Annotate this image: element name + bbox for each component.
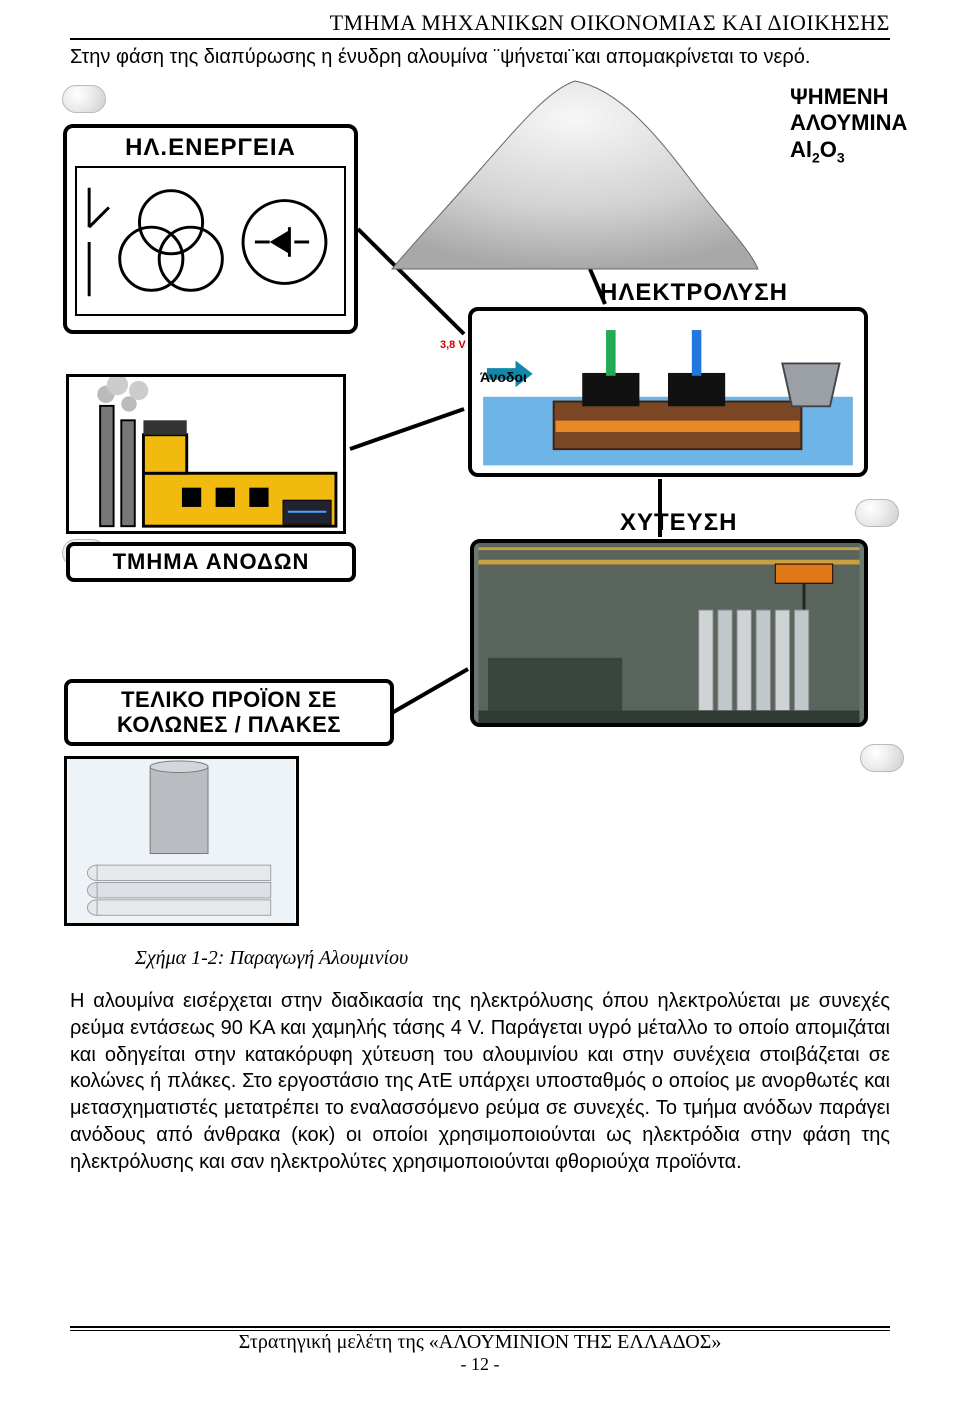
alumina-pile: [390, 79, 760, 274]
intro-paragraph: Στην φάση της διαπύρωσης η ένυδρη αλουμί…: [70, 44, 890, 71]
footer-rule: [70, 1326, 890, 1328]
alumina-pile-label: ΨΗΜΕΝΗ ΑΛΟΥΜΙΝΑ Al2O3: [790, 84, 950, 166]
electricity-title: ΗΛ.ΕΝΕΡΓΕΙΑ: [67, 128, 354, 166]
final-line1: ΤΕΛΙΚΟ ΠΡΟΪΟΝ ΣΕ: [74, 687, 384, 712]
casting-title: ΧΥΤΕΥΣΗ: [620, 509, 737, 537]
anode-factory-scene: [66, 374, 346, 534]
casting-scene: [470, 539, 868, 727]
anode-section-title: ΤΜΗΜΑ ΑΝΟΔΩΝ: [66, 542, 356, 582]
final-product-scene: [64, 756, 299, 926]
electricity-schematic: [75, 166, 346, 316]
electrolysis-title: ΗΛΕΚΤΡΟΛΥΣΗ: [600, 279, 788, 307]
document-page: ΤΜΗΜΑ ΜΗΧΑΝΙΚΩΝ ΟΙΚΟΝΟΜΙΑΣ ΚΑΙ ΔΙΟΙΚΗΣΗΣ…: [0, 0, 960, 1405]
final-product-block: ΤΕΛΙΚΟ ΠΡΟΪΟΝ ΣΕ ΚΟΛΩΝΕΣ / ΠΛΑΚΕΣ: [64, 679, 394, 926]
final-line2: ΚΟΛΩΝΕΣ / ΠΛΑΚΕΣ: [74, 712, 384, 737]
header-rule: [70, 38, 890, 40]
anode-section: ΤΜΗΜΑ ΑΝΟΔΩΝ: [66, 374, 361, 582]
pile-label-line2: ΑΛΟΥΜΙΝΑ: [790, 110, 950, 136]
pile-label-formula: Al2O3: [790, 137, 950, 166]
footer-page-number: - 12 -: [70, 1354, 890, 1375]
footer-study-title: Στρατηγική μελέτη της «ΑΛΟΥΜΙΝΙΟΝ ΤΗΣ ΕΛ…: [70, 1331, 890, 1354]
anode-label: Άνοδοι: [480, 369, 527, 385]
body-paragraph: Η αλουμίνα εισέρχεται στην διαδικασία τη…: [70, 988, 890, 1176]
page-footer: Στρατηγική μελέτη της «ΑΛΟΥΜΙΝΙΟΝ ΤΗΣ ΕΛ…: [70, 1326, 890, 1375]
figure-caption: Σχήμα 1-2: Παραγωγή Αλουμινίου: [135, 947, 890, 970]
electrolysis-cell: [468, 307, 868, 477]
process-diagram: ΨΗΜΕΝΗ ΑΛΟΥΜΙΝΑ Al2O3 ΗΛ.ΕΝΕΡΓΕΙΑ: [60, 79, 890, 939]
header-department: ΤΜΗΜΑ ΜΗΧΑΝΙΚΩΝ ΟΙΚΟΝΟΜΙΑΣ ΚΑΙ ΔΙΟΙΚΗΣΗΣ: [70, 10, 890, 36]
pile-label-line1: ΨΗΜΕΝΗ: [790, 84, 950, 110]
